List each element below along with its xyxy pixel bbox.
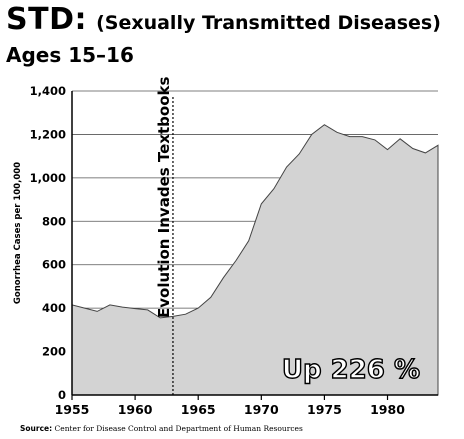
y-tick-label: 400 xyxy=(42,301,66,315)
source-note: Source: Center for Disease Control and D… xyxy=(20,424,303,433)
y-tick-label: 800 xyxy=(42,214,66,228)
x-tick-labels: 1955 1960 1965 1970 1975 1980 xyxy=(55,395,405,417)
y-axis-label: Gonorrhea Cases per 100,000 xyxy=(13,162,23,304)
increase-annotation: Up 226 % xyxy=(282,355,420,385)
y-tick-label: 200 xyxy=(42,345,66,359)
x-tick-label: 1955 xyxy=(55,402,90,417)
x-tick-label: 1980 xyxy=(370,402,405,417)
x-tick-label: 1970 xyxy=(244,402,279,417)
title-main: STD: xyxy=(6,2,87,37)
x-tick-label: 1965 xyxy=(181,402,216,417)
y-tick-label: 0 xyxy=(58,388,66,402)
evolution-annotation: Evolution Invades Textbooks xyxy=(155,77,173,318)
y-tick-label: 1,000 xyxy=(30,171,66,185)
source-text: Center for Disease Control and Departmen… xyxy=(54,424,303,433)
y-tick-label: 1,200 xyxy=(30,127,66,141)
source-label: Source: xyxy=(20,424,53,433)
y-tick-label: 1,400 xyxy=(30,84,66,98)
x-tick-label: 1960 xyxy=(118,402,153,417)
x-tick-label: 1975 xyxy=(307,402,342,417)
area-series xyxy=(71,124,439,396)
chart-subtitle: Ages 15–16 xyxy=(6,43,134,67)
chart-title: STD: (Sexually Transmitted Diseases) xyxy=(6,2,441,37)
y-tick-labels: 0 200 400 600 800 1,000 1,200 1,400 xyxy=(30,84,66,402)
y-tick-label: 600 xyxy=(42,258,66,272)
title-detail: (Sexually Transmitted Diseases) xyxy=(96,12,441,34)
